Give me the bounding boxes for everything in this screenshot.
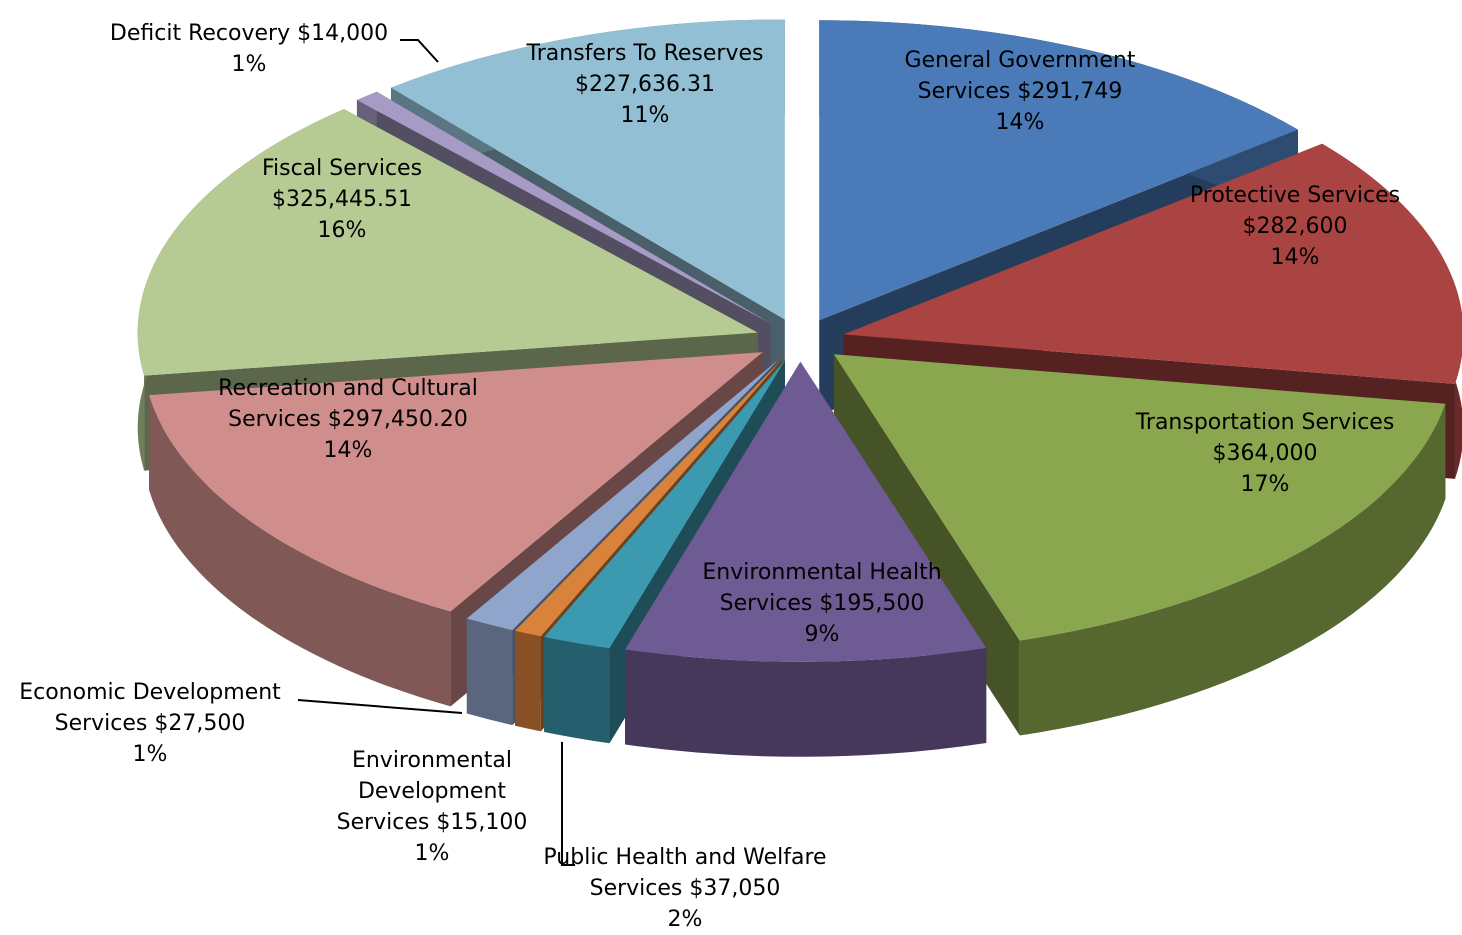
percent-label: 1% (414, 841, 450, 866)
category-label: Protective Services (1189, 183, 1401, 208)
category-label: Public Health and Welfare Services (543, 845, 827, 901)
percent-label: 9% (804, 622, 840, 647)
category-label: Transportation Services (1135, 410, 1395, 435)
percent-label: 14% (1270, 245, 1320, 270)
value-label: $37,050 (689, 876, 781, 901)
category-label: Environmental Health Services (702, 560, 942, 616)
slice (544, 360, 785, 649)
percent-label: 16% (317, 218, 367, 243)
value-label: $195,500 (819, 591, 925, 616)
slice (833, 354, 1446, 641)
slice-side (1019, 403, 1446, 736)
slice-side (149, 395, 451, 707)
value-label: $14,000 (297, 21, 389, 46)
slice-side (625, 647, 987, 757)
category-label: Fiscal Services (261, 156, 423, 181)
slice-label: Transfers To Reserves $227,636.31 11% (505, 38, 785, 131)
leader-line (400, 39, 439, 63)
slice (515, 359, 782, 637)
category-label: Transfers To Reserves (526, 41, 764, 66)
slice (137, 109, 758, 376)
slice-side (515, 630, 541, 732)
leader-line (297, 699, 463, 714)
slice-label: Transportation Services $364,000 17% (1115, 407, 1415, 500)
value-label: $325,445.51 (272, 187, 412, 212)
category-label: General Government Services (904, 48, 1136, 104)
slice (149, 352, 763, 612)
leader-line (561, 742, 575, 866)
value-label: $227,636.31 (575, 72, 715, 97)
value-label: $364,000 (1212, 441, 1318, 466)
value-label: $282,600 (1242, 214, 1348, 239)
slice (356, 91, 771, 324)
percent-label: 17% (1240, 472, 1290, 497)
percent-label: 11% (620, 103, 670, 128)
slice-label: Economic Development Services $27,500 1% (5, 677, 295, 770)
category-label: Deficit Recovery (109, 21, 291, 46)
slice-label: Environmental Development Services $15,1… (330, 745, 535, 869)
value-label: $27,500 (154, 711, 246, 736)
value-label: $297,450.20 (327, 407, 468, 432)
slice-label: Protective Services $282,600 14% (1165, 180, 1425, 273)
slice-label: Environmental Health Services $195,500 9% (682, 557, 962, 650)
value-label: $15,100 (436, 810, 528, 835)
slice (625, 361, 987, 662)
slice-label: Deficit Recovery $14,000 1% (89, 18, 409, 80)
slice-side (544, 636, 610, 744)
category-label: Environmental Development Services (336, 748, 513, 835)
category-label: Economic Development Services (19, 680, 281, 736)
slice (843, 143, 1462, 384)
percent-label: 1% (132, 742, 168, 767)
slice-side (466, 618, 513, 726)
slice-label: General Government Services $291,749 14% (885, 45, 1155, 138)
slice (819, 20, 1298, 321)
slice-label: Fiscal Services $325,445.51 16% (242, 153, 442, 246)
percent-label: 1% (231, 52, 267, 77)
slice-label: Public Health and Welfare Services $37,0… (525, 842, 845, 935)
slice (390, 19, 785, 320)
percent-label: 14% (323, 438, 373, 463)
percent-label: 2% (667, 907, 703, 932)
slice-label: Recreation and Cultural Services $297,45… (198, 373, 498, 466)
slice (466, 359, 779, 631)
value-label: $291,749 (1017, 79, 1123, 104)
category-label: Recreation and Cultural Services (218, 376, 478, 432)
percent-label: 14% (995, 110, 1045, 135)
